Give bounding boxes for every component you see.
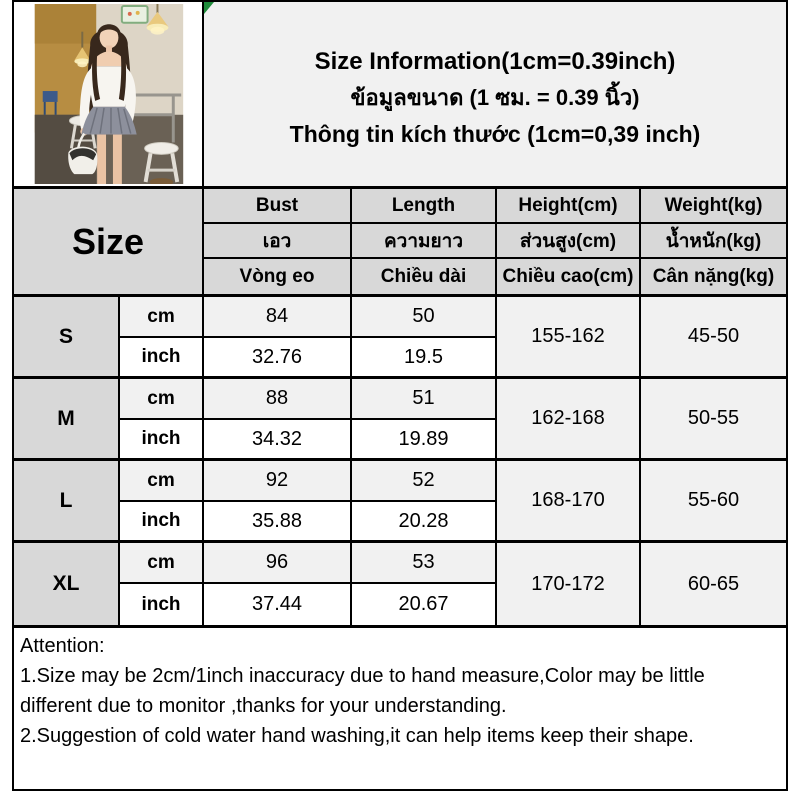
title-row: Size Information(1cm=0.39inch) ข้อมูลขนา…	[14, 2, 786, 189]
cell-s-weight: 45-50	[641, 297, 786, 379]
header-bust-en: Bust	[204, 189, 352, 224]
pendant-lamp-icon	[74, 31, 91, 68]
unit-cell: inch	[120, 502, 204, 543]
size-cell-s: S	[14, 297, 120, 379]
table-header: Size Bust Length Height(cm) Weight(kg) เ…	[14, 189, 786, 297]
unit-cell: inch	[120, 584, 204, 625]
chair	[42, 91, 58, 102]
cell-s-length-inch: 19.5	[352, 338, 497, 379]
attention-note-2: 2.Suggestion of cold water hand washing,…	[20, 725, 694, 747]
header-length-en: Length	[352, 189, 497, 224]
attention-note-1: 1.Size may be 2cm/1inch inaccuracy due t…	[20, 665, 705, 717]
header-height-vi: Chiều cao(cm)	[497, 259, 641, 294]
cell-xl-length-cm: 53	[352, 543, 497, 584]
cell-xl-height: 170-172	[497, 543, 641, 625]
header-weight-vi: Cân nặng(kg)	[641, 259, 786, 294]
header-length-vi: Chiều dài	[352, 259, 497, 294]
model-figure	[68, 24, 137, 184]
cell-m-length-cm: 51	[352, 379, 497, 420]
cell-xl-bust-cm: 96	[204, 543, 352, 584]
title-thai: ข้อมูลขนาด (1 ซม. = 0.39 นิ้ว)	[350, 85, 640, 110]
stool	[143, 141, 180, 184]
cell-l-height: 168-170	[497, 461, 641, 543]
cell-l-weight: 55-60	[641, 461, 786, 543]
size-cell-xl: XL	[14, 543, 120, 625]
header-weight-en: Weight(kg)	[641, 189, 786, 224]
size-cell-l: L	[14, 461, 120, 543]
unit-cell: cm	[120, 543, 204, 584]
header-height-th: ส่วนสูง(cm)	[497, 224, 641, 259]
pendant-lamp-icon	[146, 4, 169, 35]
header-length-th: ความยาว	[352, 224, 497, 259]
cell-m-length-inch: 19.89	[352, 420, 497, 461]
size-chart-sheet: Size Information(1cm=0.39inch) ข้อมูลขนา…	[12, 0, 788, 791]
attention-label: Attention:	[20, 635, 105, 657]
attention-box: Attention: 1.Size may be 2cm/1inch inacc…	[14, 625, 786, 789]
cell-m-weight: 50-55	[641, 379, 786, 461]
photo-cell	[14, 2, 204, 186]
cell-xl-weight: 60-65	[641, 543, 786, 625]
cell-xl-bust-inch: 37.44	[204, 584, 352, 625]
header-bust-vi: Vòng eo	[204, 259, 352, 294]
header-size: Size	[14, 189, 204, 294]
size-cell-m: M	[14, 379, 120, 461]
cell-s-length-cm: 50	[352, 297, 497, 338]
model-illustration	[34, 4, 184, 184]
wall-picture	[120, 4, 149, 24]
unit-cell: inch	[120, 338, 204, 379]
cell-l-length-inch: 20.28	[352, 502, 497, 543]
product-photo	[33, 4, 185, 184]
cell-xl-length-inch: 20.67	[352, 584, 497, 625]
title-cell: Size Information(1cm=0.39inch) ข้อมูลขนา…	[204, 2, 786, 186]
header-weight-th: น้ำหนัก(kg)	[641, 224, 786, 259]
green-corner-triangle-icon	[204, 2, 214, 14]
unit-cell: cm	[120, 297, 204, 338]
unit-cell: inch	[120, 420, 204, 461]
header-height-en: Height(cm)	[497, 189, 641, 224]
cell-m-bust-cm: 88	[204, 379, 352, 420]
cell-m-height: 162-168	[497, 379, 641, 461]
cell-l-bust-inch: 35.88	[204, 502, 352, 543]
title-vietnamese: Thông tin kích thước (1cm=0,39 inch)	[289, 121, 701, 147]
header-bust-th: เอว	[204, 224, 352, 259]
cell-s-height: 155-162	[497, 297, 641, 379]
cell-s-bust-cm: 84	[204, 297, 352, 338]
cell-l-length-cm: 52	[352, 461, 497, 502]
cell-l-bust-cm: 92	[204, 461, 352, 502]
cell-m-bust-inch: 34.32	[204, 420, 352, 461]
table-body: S cm 84 50 155-162 45-50 inch 32.76 19.5…	[14, 297, 786, 625]
unit-cell: cm	[120, 461, 204, 502]
unit-cell: cm	[120, 379, 204, 420]
cell-s-bust-inch: 32.76	[204, 338, 352, 379]
title-english: Size Information(1cm=0.39inch)	[314, 48, 676, 75]
